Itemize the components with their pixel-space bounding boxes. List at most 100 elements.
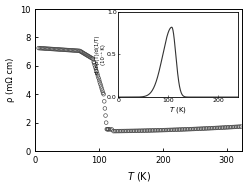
Point: [207, 127, 211, 130]
Point: [100, 87, 104, 90]
Point: [60, 48, 63, 51]
Point: [197, 127, 201, 130]
Point: [153, 129, 157, 132]
Point: [48, 47, 52, 50]
Point: [162, 129, 166, 132]
Point: [92, 61, 96, 64]
Point: [76, 49, 80, 52]
Point: [210, 127, 214, 130]
Point: [100, 89, 104, 92]
Point: [202, 127, 206, 130]
Point: [194, 127, 198, 130]
Point: [221, 126, 225, 129]
Point: [49, 47, 53, 50]
Point: [170, 128, 174, 131]
Point: [231, 125, 235, 129]
Point: [147, 129, 151, 132]
Point: [102, 93, 106, 96]
Point: [82, 52, 86, 55]
Point: [66, 49, 70, 52]
Point: [105, 128, 109, 131]
Point: [118, 129, 122, 132]
Point: [85, 54, 89, 57]
Point: [106, 128, 110, 131]
Point: [96, 76, 100, 79]
Point: [213, 126, 217, 129]
Point: [143, 129, 147, 132]
Point: [51, 47, 55, 50]
Point: [113, 130, 117, 133]
Point: [164, 129, 168, 132]
Point: [172, 128, 176, 131]
Point: [220, 126, 224, 129]
Point: [93, 66, 97, 69]
Point: [185, 128, 189, 131]
Point: [199, 127, 203, 130]
Point: [209, 127, 213, 130]
Point: [93, 64, 97, 67]
Point: [174, 128, 178, 131]
Point: [232, 125, 236, 129]
Point: [178, 128, 182, 131]
Point: [104, 121, 108, 124]
Point: [61, 48, 65, 51]
Y-axis label: ρ (mΩ cm): ρ (mΩ cm): [5, 58, 15, 102]
Point: [43, 47, 47, 50]
Point: [229, 126, 233, 129]
Point: [183, 128, 187, 131]
Point: [58, 48, 62, 51]
Point: [177, 128, 181, 131]
Point: [79, 50, 83, 53]
Point: [134, 129, 138, 132]
Point: [226, 126, 230, 129]
Point: [116, 130, 120, 133]
Point: [112, 130, 116, 133]
Point: [98, 81, 102, 84]
Point: [224, 126, 228, 129]
Point: [94, 68, 98, 71]
Point: [151, 129, 155, 132]
Point: [161, 129, 165, 132]
Point: [124, 129, 128, 132]
Point: [132, 129, 136, 132]
Point: [84, 53, 88, 56]
Point: [121, 129, 125, 132]
Point: [56, 48, 60, 51]
Point: [139, 129, 143, 132]
Point: [205, 127, 209, 130]
Point: [156, 129, 160, 132]
Point: [215, 126, 219, 129]
Point: [196, 127, 200, 130]
Point: [101, 91, 105, 94]
Point: [120, 129, 124, 132]
Point: [95, 70, 99, 73]
Point: [188, 128, 192, 131]
Point: [237, 125, 241, 128]
Point: [52, 48, 56, 51]
Point: [47, 47, 51, 50]
Point: [38, 47, 42, 50]
Point: [95, 72, 99, 75]
Point: [126, 129, 130, 132]
Point: [90, 57, 94, 60]
Point: [239, 125, 243, 128]
Point: [186, 128, 190, 131]
Point: [189, 128, 193, 131]
Point: [234, 125, 238, 128]
Point: [223, 126, 227, 129]
Point: [105, 128, 109, 131]
Point: [182, 128, 186, 131]
Point: [97, 79, 101, 82]
Point: [80, 51, 84, 54]
Point: [201, 127, 205, 130]
X-axis label: $T$ (K): $T$ (K): [127, 170, 151, 184]
Point: [142, 129, 146, 132]
Point: [107, 128, 111, 131]
Point: [88, 56, 92, 59]
Point: [46, 47, 50, 50]
Point: [72, 49, 76, 52]
Point: [193, 127, 197, 130]
Point: [40, 47, 44, 50]
Point: [166, 129, 170, 132]
Point: [62, 48, 66, 51]
